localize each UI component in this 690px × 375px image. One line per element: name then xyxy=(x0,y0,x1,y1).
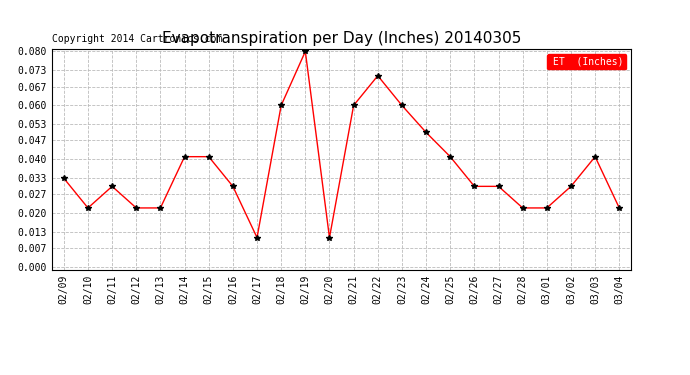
Title: Evapotranspiration per Day (Inches) 20140305: Evapotranspiration per Day (Inches) 2014… xyxy=(162,31,521,46)
Text: Copyright 2014 Cartronics.com: Copyright 2014 Cartronics.com xyxy=(52,34,222,44)
Legend: ET  (Inches): ET (Inches) xyxy=(547,54,627,69)
